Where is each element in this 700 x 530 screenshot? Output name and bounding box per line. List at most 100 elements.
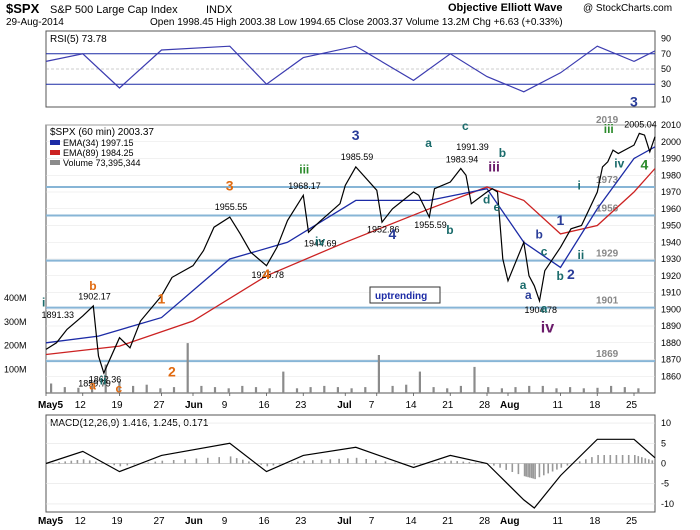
price-annotation: 1859.79 — [78, 379, 111, 389]
macd-histogram-bar — [260, 463, 262, 465]
volume-bar — [555, 388, 558, 394]
legend-entry: EMA(34) 1997.15 — [63, 138, 134, 148]
volume-bar — [336, 387, 339, 393]
volume-bar — [118, 381, 121, 393]
x-axis-label-bottom: 7 — [369, 516, 375, 527]
macd-histogram-bar — [648, 459, 650, 464]
macd-histogram-bar — [480, 463, 483, 464]
rsi-axis-label: 10 — [661, 94, 671, 104]
rsi-label: RSI(5) 73.78 — [50, 34, 107, 45]
volume-bar — [254, 387, 258, 393]
volume-bar — [623, 387, 626, 393]
macd-histogram-bar — [591, 457, 593, 464]
macd-axis-label: 5 — [661, 438, 666, 448]
volume-axis-label: 100M — [4, 364, 27, 374]
date-text: 29-Aug-2014 — [6, 17, 64, 28]
wave-label: a — [425, 136, 432, 150]
pivot-label: 1869 — [596, 349, 619, 360]
macd-histogram-bar — [235, 458, 238, 464]
rsi-axis-label: 50 — [661, 64, 671, 74]
macd-histogram-bar — [538, 463, 541, 478]
volume-axis-label: 200M — [4, 341, 27, 351]
price-axis-label: 1900 — [661, 304, 681, 314]
wave-label: i — [578, 178, 581, 192]
macd-histogram-bar — [551, 463, 554, 472]
wave-label: iii — [299, 163, 309, 177]
macd-histogram-bar — [154, 461, 157, 464]
price-axis-label: 1860 — [661, 371, 681, 381]
macd-histogram-bar — [534, 463, 536, 480]
price-axis-label: 1990 — [661, 154, 681, 164]
volume-bar — [528, 385, 531, 393]
uptrend-box — [369, 286, 441, 304]
x-axis-label-bottom: 23 — [295, 516, 307, 527]
pivot-label: 1956 — [596, 203, 619, 214]
macd-histogram-bar — [266, 463, 269, 467]
macd-histogram-bar — [242, 459, 244, 464]
macd-histogram-bar — [627, 455, 630, 464]
macd-histogram-bar — [505, 463, 507, 470]
macd-histogram-bar — [438, 462, 440, 464]
wave-label: ii — [578, 248, 585, 262]
volume-bar — [213, 387, 217, 393]
macd-histogram-bar — [161, 460, 164, 464]
macd-histogram-bar — [184, 459, 186, 464]
x-axis-label: 21 — [442, 400, 454, 411]
macd-histogram-bar — [644, 458, 647, 464]
wave-label: b — [89, 279, 96, 293]
volume-axis-label: 400M — [4, 293, 27, 303]
x-axis-label-bottom: 12 — [75, 516, 87, 527]
x-axis-label-bottom: 19 — [112, 516, 124, 527]
wave-label: c — [541, 245, 548, 259]
price-annotation: 1983.94 — [446, 155, 479, 165]
wave-label: b — [536, 227, 543, 241]
price-panel: 1860 1870 1880 1890 1900 1910 1920 1930 1940 1950… — [4, 94, 681, 396]
volume-bar — [500, 388, 503, 394]
volume-bar — [541, 385, 544, 393]
wave-label: 3 — [630, 94, 638, 110]
pivot-label: 1901 — [596, 296, 619, 307]
macd-histogram-bar — [375, 460, 377, 464]
x-axis-label-bottom: May5 — [38, 516, 63, 527]
x-axis-label-bottom: 11 — [553, 516, 564, 527]
price-axis-label: 1940 — [661, 237, 681, 247]
macd-histogram-bar — [556, 463, 558, 470]
wave-label: 4 — [641, 157, 649, 173]
macd-histogram-bar — [444, 461, 446, 464]
price-annotation: 2005.04 — [624, 119, 657, 129]
x-axis-label: Jul — [337, 400, 352, 411]
macd-histogram-bar — [517, 463, 520, 475]
x-axis-label: 23 — [295, 400, 307, 411]
rsi-axis-label: 90 — [661, 34, 671, 44]
volume-bar — [610, 385, 613, 393]
macd-histogram-bar — [147, 462, 150, 464]
price-axis-label: 2010 — [661, 120, 681, 130]
price-annotation: 1925.78 — [252, 270, 285, 280]
x-axis-label: 14 — [406, 400, 418, 411]
wave-label: 4 — [389, 226, 397, 242]
volume-bar — [172, 387, 176, 393]
macd-histogram-bar — [450, 460, 452, 464]
macd-histogram-bar — [195, 458, 198, 464]
price-legend-title: $SPX (60 min) 2003.37 — [50, 127, 154, 138]
x-axis-label: 28 — [479, 400, 491, 411]
macd-histogram-bar — [58, 462, 60, 464]
x-axis: May5 12 19 27 Jun 9 16 23 Jul 7 14 21 28 Aug 11 18 25 — [38, 393, 638, 411]
price-annotation: 1904.78 — [525, 305, 558, 315]
macd-histogram-bar — [312, 460, 314, 464]
legend-entry: EMA(89) 1984.25 — [63, 148, 134, 158]
price-annotation: 1955.55 — [215, 202, 248, 212]
volume-bar — [241, 385, 244, 393]
volume-bar — [596, 387, 599, 393]
x-axis-label: 27 — [154, 400, 166, 411]
x-axis-label-bottom: 14 — [406, 516, 418, 527]
macd-histogram-bar — [419, 463, 422, 465]
x-axis-bottom: May5 12 19 27 Jun 9 16 23 Jul 7 14 21 28 Aug 11 18 25 — [38, 516, 638, 527]
volume-bar — [582, 388, 585, 394]
volume-bar — [159, 388, 162, 394]
macd-histogram-bar — [76, 460, 79, 464]
volume-bar — [418, 371, 421, 393]
macd-line — [45, 438, 656, 509]
wave-label: 2 — [168, 363, 176, 379]
